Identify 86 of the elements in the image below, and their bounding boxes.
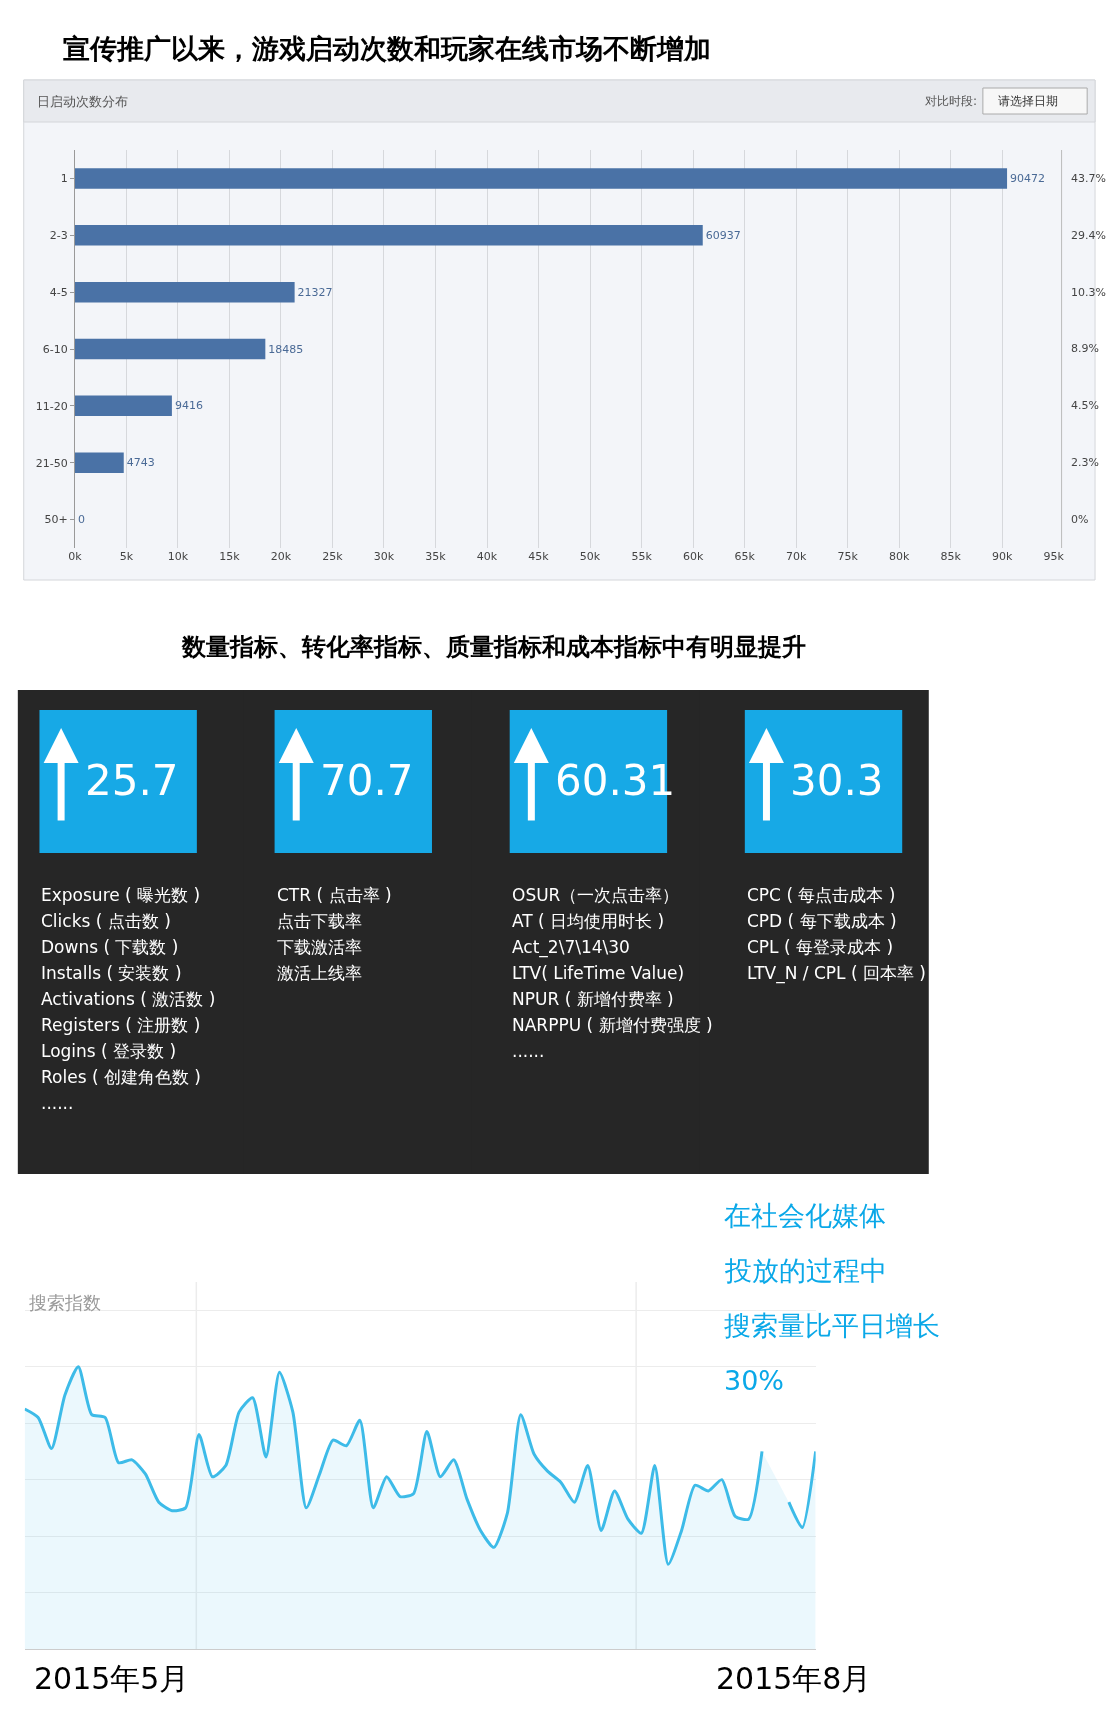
text: 下载激活率	[277, 937, 362, 957]
x-tick-label: 0k	[68, 550, 83, 563]
y-tick-label: 21-50	[35, 456, 68, 470]
text: OSUR（一次点击率）	[512, 885, 680, 905]
y-axis-title: 搜索指数	[29, 1292, 101, 1313]
x-tick-label: 60k	[682, 550, 704, 563]
text: 2015年5月	[34, 1661, 190, 1696]
text: Logins ( 登录数 )	[41, 1041, 177, 1061]
text: CPC ( 每点击成本 )	[747, 885, 896, 905]
text: 请选择日期	[998, 94, 1058, 108]
text: 激活上线率	[277, 963, 362, 983]
bar	[74, 168, 1008, 189]
x-tick-label: 35k	[425, 550, 447, 563]
text: LTV( LifeTime Value)	[512, 963, 685, 983]
bar	[74, 225, 703, 246]
bar	[74, 395, 172, 417]
text: 数量指标、转化率指标、质量指标和成本指标中有明显提升	[181, 633, 806, 661]
text: NPUR ( 新增付费率 )	[512, 989, 674, 1009]
data-label: 25.7	[85, 756, 179, 805]
x-tick-label: 15k	[219, 550, 241, 563]
data-label: 30.3	[790, 756, 884, 805]
text: Clicks ( 点击数 )	[41, 911, 171, 931]
text: 投放的过程中	[724, 1255, 887, 1286]
bar	[74, 338, 266, 360]
x-tick-label: 65k	[734, 550, 756, 563]
y-tick-label: 50+	[44, 513, 68, 527]
text: 43.7%	[1071, 172, 1106, 185]
text: Exposure ( 曝光数 )	[41, 885, 201, 905]
text: ......	[41, 1093, 74, 1113]
data-label: 18485	[268, 342, 304, 356]
x-tick-label: 70k	[785, 550, 807, 563]
bar	[74, 281, 295, 303]
x-tick-label: 30k	[373, 550, 395, 563]
text: 8.9%	[1071, 342, 1099, 355]
text: Roles ( 创建角色数 )	[41, 1067, 201, 1087]
data-label: 70.7	[320, 756, 414, 805]
chart-title: 宣传推广以来，游戏启动次数和玩家在线市场不断增加	[63, 33, 711, 64]
x-tick-label: 75k	[837, 550, 859, 563]
text: NARPPU ( 新增付费强度 )	[512, 1015, 713, 1035]
text: 对比时段:	[925, 94, 978, 108]
text: 0%	[1071, 513, 1089, 526]
x-tick-label: 85k	[940, 550, 962, 563]
x-tick-label: 25k	[322, 550, 344, 563]
text: CPL ( 每登录成本 )	[747, 937, 894, 957]
x-tick-label: 90k	[992, 550, 1014, 563]
text: 在社会化媒体	[724, 1200, 886, 1231]
x-tick-label: 20k	[270, 550, 292, 563]
text: 搜索量比平日增长	[724, 1310, 940, 1341]
x-tick-label: 95k	[1043, 550, 1065, 563]
data-label: 90472	[1010, 171, 1046, 185]
text: 4.5%	[1071, 399, 1099, 412]
y-tick-label: 2-3	[49, 229, 68, 243]
data-label: 60937	[705, 228, 741, 242]
y-tick-label: 6-10	[42, 342, 68, 356]
chart-subtitle: 日启动次数分布	[37, 94, 128, 109]
text: 点击下载率	[277, 911, 362, 931]
x-tick-label: 40k	[476, 550, 498, 563]
text: Activations ( 激活数 )	[41, 989, 216, 1009]
text: Registers ( 注册数 )	[41, 1015, 201, 1035]
x-tick-label: 5k	[119, 550, 134, 563]
text: CTR ( 点击率 )	[277, 885, 392, 905]
text: Installs ( 安装数 )	[41, 963, 182, 983]
data-label: 0	[77, 513, 85, 527]
x-tick-label: 80k	[888, 550, 910, 563]
x-tick-label: 45k	[528, 550, 550, 563]
text: CPD ( 每下载成本 )	[747, 911, 897, 931]
y-tick-label: 1	[60, 172, 68, 186]
text: Downs ( 下载数 )	[41, 937, 179, 957]
data-label: 21327	[297, 285, 333, 299]
data-label: 4743	[126, 456, 155, 470]
text: 2015年8月	[716, 1661, 872, 1696]
x-tick-label: 50k	[579, 550, 601, 563]
text: LTV_N / CPL ( 回本率 )	[747, 963, 926, 984]
text: 2.3%	[1071, 456, 1099, 469]
bar	[74, 452, 124, 473]
text: Act_2\7\14\30	[512, 937, 630, 958]
x-tick-label: 55k	[631, 550, 653, 563]
data-label: 9416	[174, 399, 203, 413]
y-tick-label: 4-5	[49, 285, 68, 299]
text: AT ( 日均使用时长 )	[512, 911, 665, 931]
annotation: 30%	[724, 1365, 785, 1396]
text: ......	[512, 1041, 545, 1061]
text: 29.4%	[1071, 229, 1106, 242]
y-tick-label: 11-20	[35, 399, 68, 413]
x-tick-label: 10k	[167, 550, 189, 563]
text: 10.3%	[1071, 286, 1106, 299]
